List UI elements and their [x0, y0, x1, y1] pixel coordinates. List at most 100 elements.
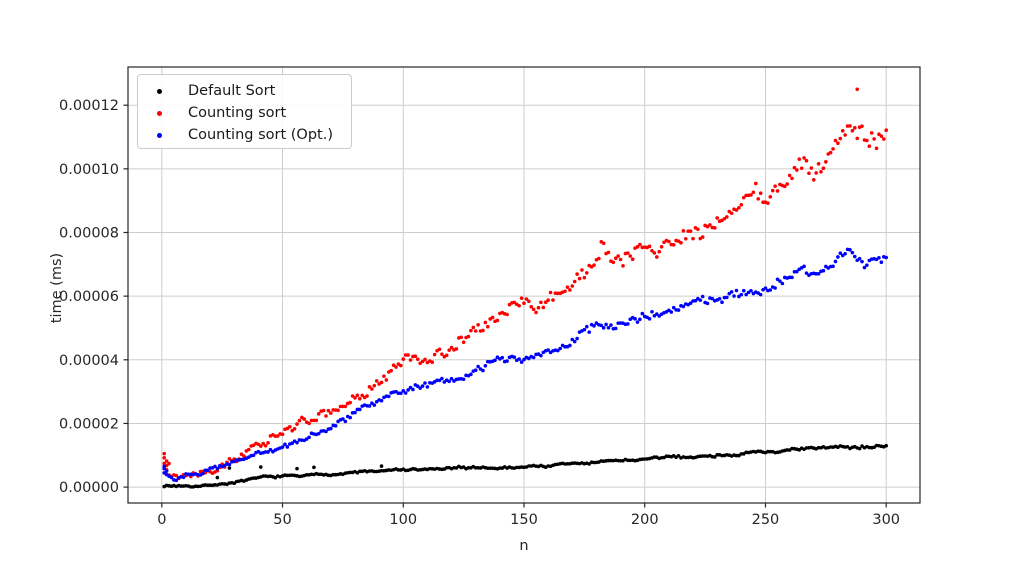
- data-point: [597, 256, 601, 261]
- data-point: [587, 330, 591, 334]
- data-point: [461, 377, 466, 382]
- data-point: [754, 181, 758, 186]
- data-point: [809, 166, 814, 170]
- series-points-2: [162, 247, 888, 483]
- data-point: [570, 337, 575, 342]
- data-point: [268, 447, 273, 452]
- data-point: [872, 137, 876, 141]
- data-point: [444, 353, 449, 358]
- data-point: [295, 466, 299, 471]
- data-point: [556, 348, 560, 353]
- data-point: [853, 126, 857, 130]
- series-points-0: [162, 443, 888, 489]
- x-tick-label: 300: [872, 512, 900, 528]
- data-point: [201, 471, 205, 476]
- data-point: [570, 284, 575, 288]
- data-point: [884, 443, 888, 448]
- data-point: [869, 131, 874, 135]
- data-point: [382, 374, 386, 378]
- data-point: [546, 348, 550, 352]
- data-point: [821, 166, 826, 171]
- data-point: [853, 254, 857, 259]
- data-point: [708, 223, 712, 227]
- data-point: [423, 381, 427, 385]
- data-point: [473, 368, 478, 373]
- data-point: [843, 251, 847, 256]
- data-point: [601, 241, 606, 246]
- data-point: [379, 398, 384, 403]
- data-point: [372, 383, 377, 388]
- data-point: [881, 137, 886, 141]
- data-point: [551, 298, 555, 302]
- data-point: [164, 469, 169, 473]
- data-point: [374, 379, 379, 383]
- data-point: [353, 410, 357, 415]
- data-point: [565, 285, 570, 289]
- data-point: [640, 311, 645, 316]
- data-point: [729, 211, 734, 216]
- data-point: [522, 301, 526, 306]
- data-point: [671, 305, 676, 310]
- data-point: [505, 359, 509, 363]
- data-point: [469, 372, 473, 377]
- data-point: [440, 376, 444, 381]
- data-point: [855, 136, 860, 141]
- data-point: [280, 445, 285, 449]
- data-point: [705, 301, 710, 306]
- data-point: [572, 339, 577, 344]
- legend: Default Sort Counting sort Counting sort…: [137, 74, 352, 149]
- data-point: [430, 360, 435, 364]
- data-point: [440, 352, 444, 356]
- data-point: [836, 141, 840, 146]
- data-point: [652, 251, 657, 255]
- data-point: [840, 129, 845, 133]
- data-point: [688, 229, 693, 233]
- data-point: [343, 419, 348, 424]
- data-point: [773, 286, 777, 290]
- data-point: [843, 133, 847, 137]
- data-point: [568, 288, 572, 292]
- data-point: [379, 380, 384, 385]
- y-tick-label: 0.00002: [59, 416, 119, 432]
- data-point: [650, 248, 654, 253]
- data-point: [831, 264, 835, 269]
- data-point: [372, 403, 377, 407]
- data-point: [447, 379, 451, 384]
- data-point: [850, 250, 855, 255]
- data-point: [531, 307, 536, 312]
- data-point: [370, 401, 374, 405]
- data-point: [541, 305, 546, 310]
- data-point: [527, 299, 531, 304]
- data-point: [575, 272, 579, 276]
- data-point: [572, 279, 577, 284]
- data-point: [425, 385, 430, 389]
- data-point: [599, 323, 604, 328]
- data-point: [756, 197, 761, 201]
- data-point: [758, 292, 763, 297]
- data-point: [613, 326, 618, 331]
- data-point: [655, 255, 659, 259]
- data-point: [302, 417, 307, 421]
- data-point: [780, 281, 785, 286]
- data-point: [403, 391, 408, 395]
- x-tick-label: 0: [157, 512, 166, 528]
- data-point: [295, 440, 299, 445]
- data-point: [415, 357, 420, 362]
- data-point: [630, 257, 635, 262]
- data-point: [420, 359, 425, 364]
- data-point: [592, 324, 596, 328]
- data-point: [831, 147, 835, 151]
- data-point: [879, 260, 884, 265]
- data-point: [741, 288, 746, 293]
- data-point: [162, 461, 167, 466]
- data-point: [290, 441, 295, 446]
- data-point: [324, 414, 328, 418]
- data-point: [454, 347, 459, 351]
- legend-entry-default-sort: Default Sort: [138, 80, 351, 102]
- data-point: [287, 424, 292, 429]
- data-point: [626, 251, 630, 255]
- data-point: [215, 466, 220, 471]
- data-point: [633, 317, 637, 321]
- data-point: [459, 335, 464, 340]
- data-point: [778, 279, 782, 283]
